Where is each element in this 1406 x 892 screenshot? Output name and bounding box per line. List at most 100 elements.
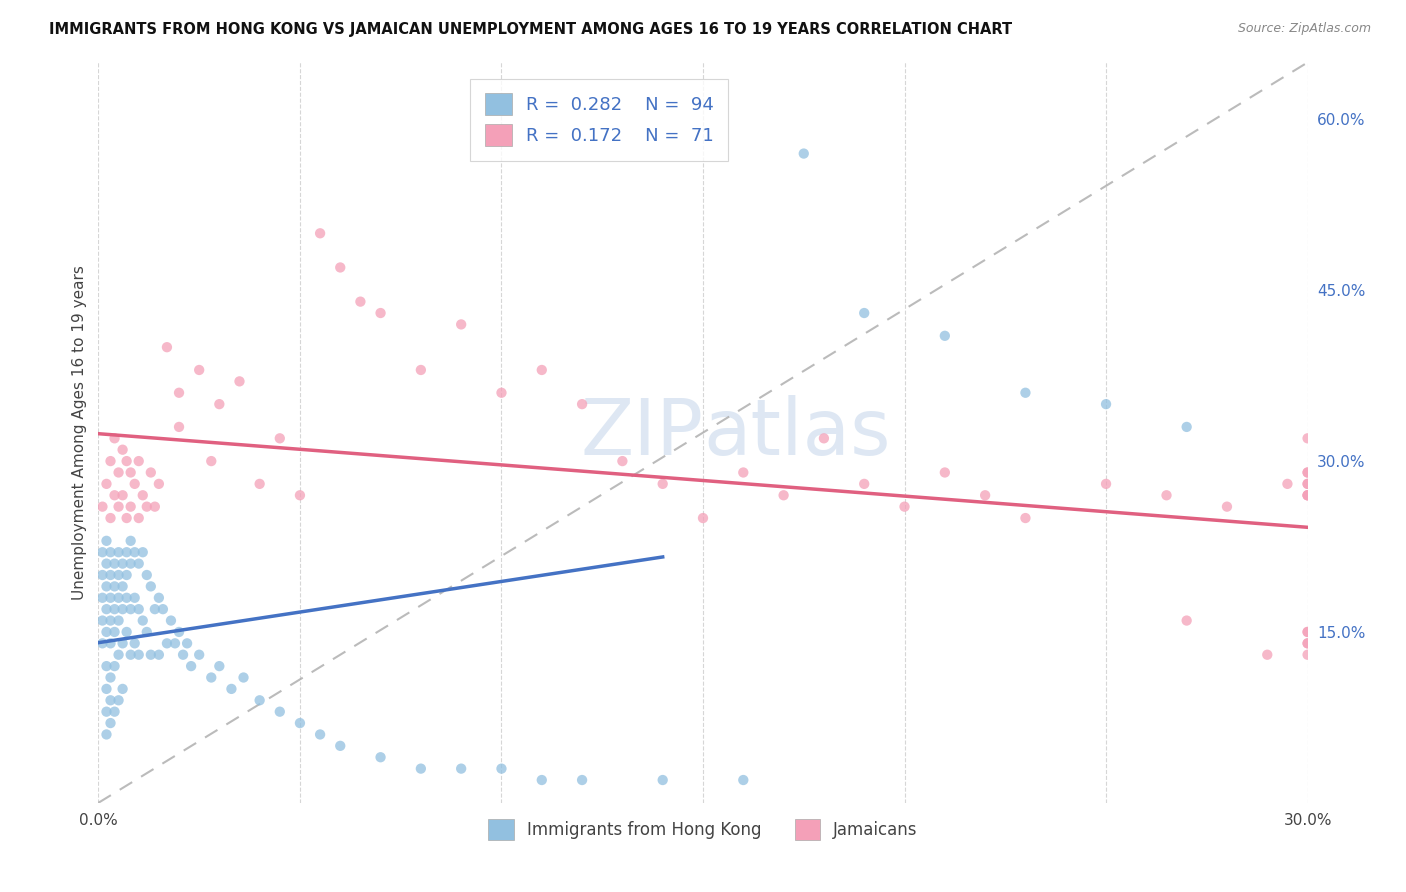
Point xyxy=(200,454,222,468)
Point xyxy=(132,614,155,628)
Point xyxy=(208,659,231,673)
Point xyxy=(1156,488,1178,502)
Point xyxy=(111,681,134,696)
Point xyxy=(103,557,125,571)
Point xyxy=(200,671,222,685)
Point xyxy=(813,431,835,445)
Point xyxy=(120,648,142,662)
Point xyxy=(91,636,114,650)
Point xyxy=(530,772,553,787)
Point xyxy=(128,511,150,525)
Point xyxy=(733,466,755,480)
Point xyxy=(111,602,134,616)
Point xyxy=(103,488,125,502)
Point xyxy=(124,476,146,491)
Point xyxy=(571,772,593,787)
Point xyxy=(491,762,513,776)
Point xyxy=(107,648,129,662)
Point xyxy=(1296,488,1319,502)
Point xyxy=(208,397,231,411)
Point xyxy=(115,454,138,468)
Point xyxy=(176,636,198,650)
Point xyxy=(100,454,122,468)
Point xyxy=(120,602,142,616)
Point xyxy=(96,681,118,696)
Point xyxy=(96,579,118,593)
Point xyxy=(1296,488,1319,502)
Point xyxy=(135,624,157,639)
Point xyxy=(139,466,162,480)
Point xyxy=(188,648,211,662)
Point xyxy=(249,476,271,491)
Text: atlas: atlas xyxy=(703,394,890,471)
Point xyxy=(309,727,332,741)
Point xyxy=(120,466,142,480)
Point xyxy=(120,500,142,514)
Point xyxy=(1296,431,1319,445)
Point xyxy=(115,624,138,639)
Point xyxy=(1296,636,1319,650)
Point xyxy=(100,614,122,628)
Point xyxy=(571,397,593,411)
Point xyxy=(124,636,146,650)
Point xyxy=(309,227,332,241)
Point xyxy=(156,340,179,354)
Point xyxy=(530,363,553,377)
Point xyxy=(180,659,202,673)
Point xyxy=(148,476,170,491)
Point xyxy=(107,568,129,582)
Point xyxy=(1175,420,1198,434)
Point xyxy=(96,533,118,548)
Point xyxy=(288,488,311,502)
Point xyxy=(107,545,129,559)
Text: ZIP: ZIP xyxy=(581,394,703,471)
Text: Source: ZipAtlas.com: Source: ZipAtlas.com xyxy=(1237,22,1371,36)
Point xyxy=(934,466,956,480)
Point xyxy=(1014,511,1036,525)
Point xyxy=(107,500,129,514)
Point xyxy=(139,648,162,662)
Point xyxy=(288,716,311,731)
Point xyxy=(100,568,122,582)
Point xyxy=(107,466,129,480)
Point xyxy=(1296,636,1319,650)
Point xyxy=(100,693,122,707)
Point xyxy=(135,568,157,582)
Point xyxy=(1095,476,1118,491)
Point xyxy=(228,375,250,389)
Point xyxy=(96,602,118,616)
Point xyxy=(1296,488,1319,502)
Point xyxy=(1216,500,1239,514)
Point xyxy=(409,762,432,776)
Point xyxy=(96,624,118,639)
Point xyxy=(612,454,634,468)
Point xyxy=(1296,466,1319,480)
Point xyxy=(269,431,291,445)
Point xyxy=(107,614,129,628)
Point xyxy=(100,636,122,650)
Point xyxy=(124,591,146,605)
Point xyxy=(934,328,956,343)
Point xyxy=(651,772,673,787)
Point xyxy=(111,442,134,457)
Point xyxy=(103,579,125,593)
Point xyxy=(91,591,114,605)
Point xyxy=(115,511,138,525)
Point xyxy=(1296,624,1319,639)
Point xyxy=(167,624,190,639)
Point xyxy=(152,602,174,616)
Point xyxy=(115,591,138,605)
Point xyxy=(100,671,122,685)
Point xyxy=(1175,614,1198,628)
Point xyxy=(111,488,134,502)
Point xyxy=(160,614,183,628)
Y-axis label: Unemployment Among Ages 16 to 19 years: Unemployment Among Ages 16 to 19 years xyxy=(72,265,87,600)
Point xyxy=(163,636,186,650)
Point xyxy=(100,511,122,525)
Point xyxy=(692,511,714,525)
Point xyxy=(1277,476,1299,491)
Point xyxy=(103,624,125,639)
Point xyxy=(115,568,138,582)
Point xyxy=(793,146,815,161)
Point xyxy=(156,636,179,650)
